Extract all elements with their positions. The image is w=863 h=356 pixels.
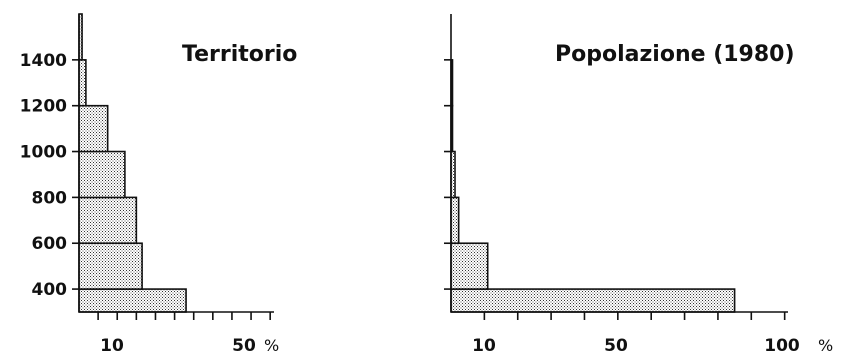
territorio-y-tick-label-1400: 1400 (20, 51, 67, 71)
territorio-bar-1000-1200 (78, 104, 109, 153)
popolazione-x-unit: % (818, 336, 833, 355)
popolazione-x-tick-label-10: 10 (472, 336, 496, 356)
territorio-x-unit: % (264, 336, 279, 355)
popolazione-bar-600-800 (450, 196, 460, 245)
territorio-x-tick-label-50: 50 (232, 336, 256, 356)
territorio-bar-600-800 (78, 196, 138, 245)
popolazione-panel: Popolazione (1980) % 10 50 100 (444, 14, 833, 356)
territorio-y-tick-label-800: 800 (32, 188, 68, 208)
territorio-bar-800-1000 (78, 150, 126, 199)
popolazione-title: Popolazione (1980) (555, 42, 795, 67)
territorio-title: Territorio (182, 42, 297, 67)
popolazione-bar-400-600 (450, 242, 489, 290)
popolazione-x-tick-label-100: 100 (764, 336, 800, 356)
popolazione-bar-300-400 (450, 288, 736, 313)
territorio-bar-400-600 (78, 242, 143, 290)
territorio-bar-1200-1400 (78, 59, 87, 107)
popolazione-x-tick-label-50: 50 (604, 336, 628, 356)
territorio-y-tick-label-1000: 1000 (20, 143, 67, 163)
territorio-panel: Territorio % 1400 1200 1000 800 600 400 10 50 (20, 13, 297, 356)
territorio-y-tick-label-1200: 1200 (20, 97, 67, 117)
territorio-x-tick-label-10: 10 (100, 336, 124, 356)
territorio-y-tick-label-400: 400 (32, 280, 68, 300)
territorio-y-tick-label-600: 600 (32, 234, 68, 254)
territorio-bar-300-400 (78, 288, 187, 313)
